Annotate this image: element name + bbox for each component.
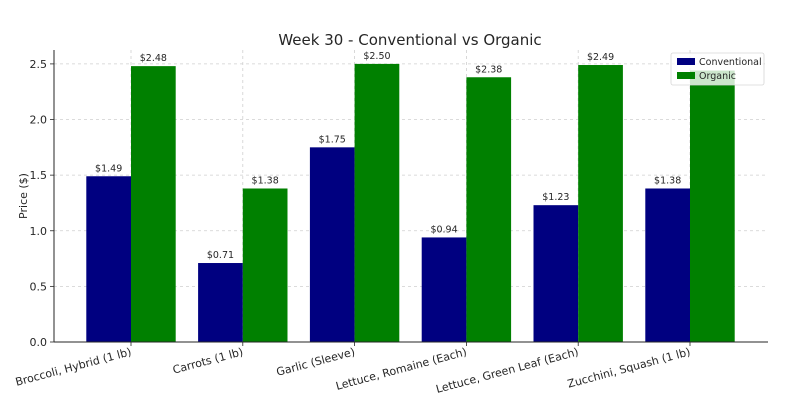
legend-swatch-conventional xyxy=(677,58,695,65)
x-tick-label: Broccoli, Hybrid (1 lb) xyxy=(14,345,133,388)
y-tick-label: 2.5 xyxy=(30,58,48,71)
data-label: $2.38 xyxy=(475,64,502,75)
data-label: $1.38 xyxy=(654,175,681,186)
axes-layer xyxy=(50,50,768,346)
bar-conventional-1 xyxy=(86,176,131,342)
bar-organic-3 xyxy=(354,63,400,343)
x-tick-label: Carrots (1 lb) xyxy=(171,345,244,376)
legend-label-organic: Organic xyxy=(699,71,736,82)
y-tick-label: 2.0 xyxy=(30,114,48,127)
legend-swatch-organic xyxy=(677,72,695,79)
y-tick-label: 0.5 xyxy=(30,280,48,293)
x-tick-label: Garlic (Sleeve) xyxy=(275,345,356,378)
data-label: $1.23 xyxy=(542,192,569,203)
bar-organic-5 xyxy=(578,65,623,342)
y-tick-label: 1.5 xyxy=(30,169,48,182)
bar-organic-6 xyxy=(690,70,735,343)
x-tick-label: Zucchini, Squash (1 lb) xyxy=(566,345,692,390)
data-label: $1.75 xyxy=(319,134,346,145)
data-label: $1.38 xyxy=(252,175,279,186)
data-labels-layer: $1.49 $0.71 $1.75 $0.94 $1.23 $1.38 $2.48 $1.38… xyxy=(95,51,681,261)
bar-conventional-2 xyxy=(198,263,243,342)
bar-conventional-5 xyxy=(533,205,579,342)
bar-organic-4 xyxy=(466,77,512,343)
bar-conventional-6 xyxy=(645,188,690,342)
bar-organic-1 xyxy=(131,66,176,343)
legend-label-conventional: Conventional xyxy=(699,57,762,68)
data-label: $2.49 xyxy=(587,52,614,63)
data-label: $2.48 xyxy=(140,53,167,64)
data-label: $2.50 xyxy=(363,51,390,62)
y-tick-label: 0.0 xyxy=(30,336,48,349)
bar-conventional-4 xyxy=(421,237,467,342)
data-label: $0.71 xyxy=(207,250,234,261)
bars-layer xyxy=(86,63,735,343)
y-tick-label: 1.0 xyxy=(30,225,48,238)
chart-title: Week 30 - Conventional vs Organic xyxy=(278,31,541,49)
bar-organic-2 xyxy=(242,188,288,342)
y-axis-label: Price ($) xyxy=(17,173,30,219)
data-label: $1.49 xyxy=(95,163,122,174)
data-label: $0.94 xyxy=(430,224,457,235)
legend: Conventional Organic xyxy=(670,52,765,86)
bar-conventional-3 xyxy=(309,147,355,342)
